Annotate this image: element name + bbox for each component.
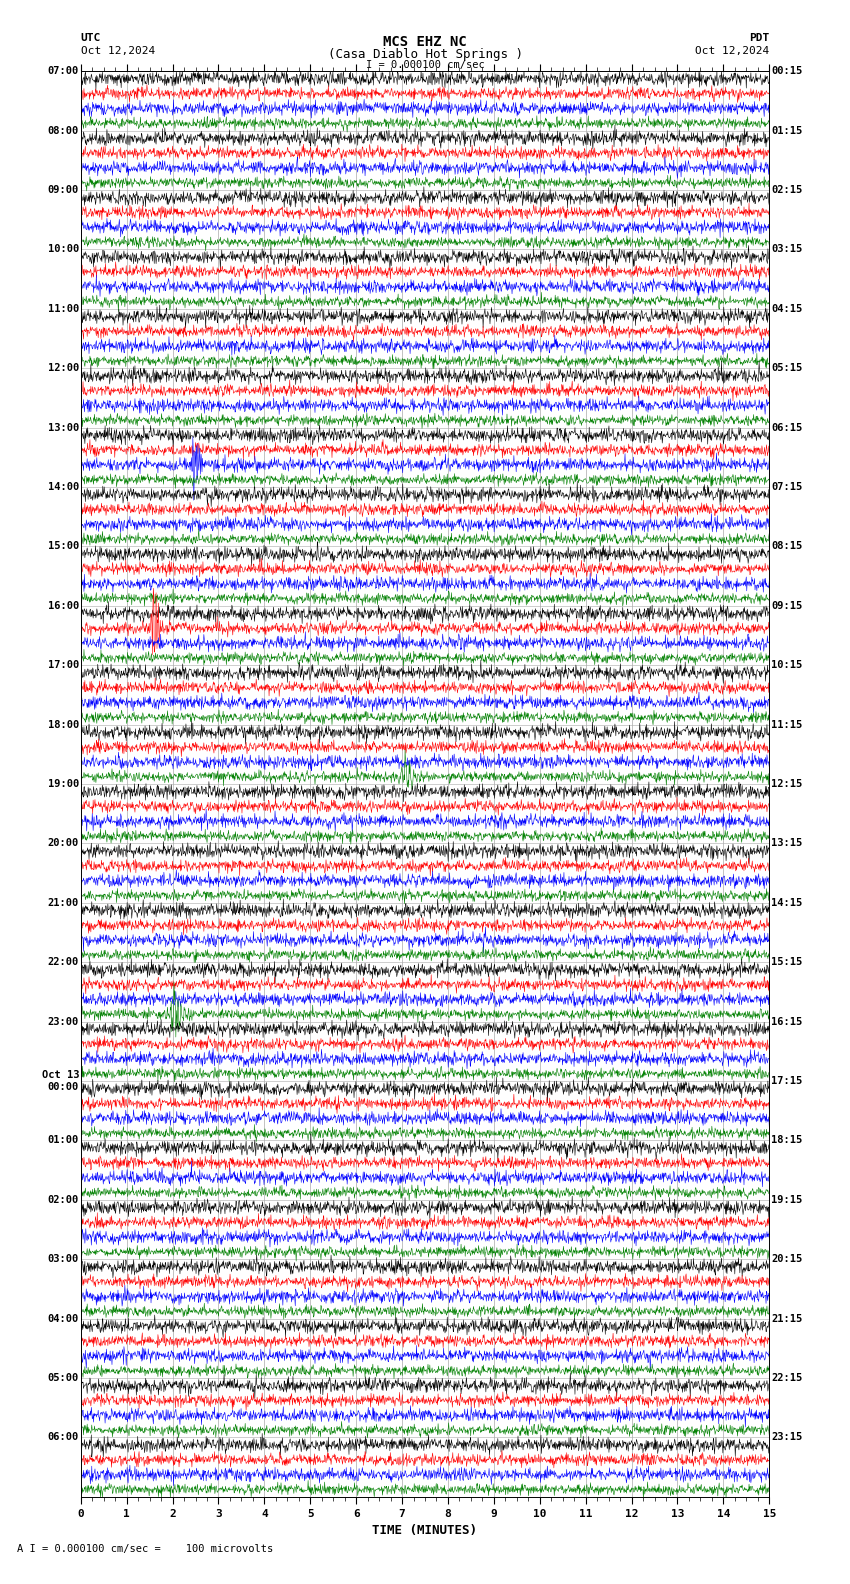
Text: 03:00: 03:00 <box>48 1255 79 1264</box>
Text: 06:15: 06:15 <box>771 423 802 432</box>
Text: PDT: PDT <box>749 33 769 43</box>
Text: 14:00: 14:00 <box>48 482 79 493</box>
Text: 02:15: 02:15 <box>771 185 802 195</box>
Text: 10:15: 10:15 <box>771 661 802 670</box>
Text: 07:15: 07:15 <box>771 482 802 493</box>
Text: UTC: UTC <box>81 33 101 43</box>
Text: 08:15: 08:15 <box>771 542 802 551</box>
Text: 15:00: 15:00 <box>48 542 79 551</box>
Text: 09:00: 09:00 <box>48 185 79 195</box>
Text: Oct 12,2024: Oct 12,2024 <box>81 46 155 55</box>
Text: I = 0.000100 cm/sec: I = 0.000100 cm/sec <box>366 60 484 70</box>
Text: MCS EHZ NC: MCS EHZ NC <box>383 35 467 49</box>
Text: 19:15: 19:15 <box>771 1194 802 1205</box>
Text: 01:15: 01:15 <box>771 125 802 136</box>
Text: 05:15: 05:15 <box>771 363 802 374</box>
Text: 23:15: 23:15 <box>771 1432 802 1443</box>
Text: 04:15: 04:15 <box>771 304 802 314</box>
Text: 17:15: 17:15 <box>771 1076 802 1087</box>
Text: 11:15: 11:15 <box>771 719 802 730</box>
Text: 20:15: 20:15 <box>771 1255 802 1264</box>
Text: 19:00: 19:00 <box>48 779 79 789</box>
Text: 08:00: 08:00 <box>48 125 79 136</box>
Text: 20:00: 20:00 <box>48 838 79 849</box>
Text: 15:15: 15:15 <box>771 957 802 968</box>
Text: 16:00: 16:00 <box>48 600 79 611</box>
Text: (Casa Diablo Hot Springs ): (Casa Diablo Hot Springs ) <box>327 48 523 60</box>
Text: 09:15: 09:15 <box>771 600 802 611</box>
Text: 23:00: 23:00 <box>48 1017 79 1026</box>
Text: 13:15: 13:15 <box>771 838 802 849</box>
Text: 18:15: 18:15 <box>771 1136 802 1145</box>
Text: Oct 13
00:00: Oct 13 00:00 <box>42 1071 79 1091</box>
Text: 03:15: 03:15 <box>771 244 802 255</box>
Text: 17:00: 17:00 <box>48 661 79 670</box>
Text: 13:00: 13:00 <box>48 423 79 432</box>
Text: 22:00: 22:00 <box>48 957 79 968</box>
Text: 02:00: 02:00 <box>48 1194 79 1205</box>
Text: 21:15: 21:15 <box>771 1313 802 1324</box>
Text: Oct 12,2024: Oct 12,2024 <box>695 46 769 55</box>
Text: 10:00: 10:00 <box>48 244 79 255</box>
Text: 16:15: 16:15 <box>771 1017 802 1026</box>
Text: A I = 0.000100 cm/sec =    100 microvolts: A I = 0.000100 cm/sec = 100 microvolts <box>17 1544 273 1554</box>
X-axis label: TIME (MINUTES): TIME (MINUTES) <box>372 1524 478 1536</box>
Text: 06:00: 06:00 <box>48 1432 79 1443</box>
Text: 22:15: 22:15 <box>771 1373 802 1383</box>
Text: 12:15: 12:15 <box>771 779 802 789</box>
Text: 14:15: 14:15 <box>771 898 802 908</box>
Text: 11:00: 11:00 <box>48 304 79 314</box>
Text: 00:15: 00:15 <box>771 67 802 76</box>
Text: 01:00: 01:00 <box>48 1136 79 1145</box>
Text: 18:00: 18:00 <box>48 719 79 730</box>
Text: 21:00: 21:00 <box>48 898 79 908</box>
Text: 07:00: 07:00 <box>48 67 79 76</box>
Text: 04:00: 04:00 <box>48 1313 79 1324</box>
Text: 12:00: 12:00 <box>48 363 79 374</box>
Text: 05:00: 05:00 <box>48 1373 79 1383</box>
